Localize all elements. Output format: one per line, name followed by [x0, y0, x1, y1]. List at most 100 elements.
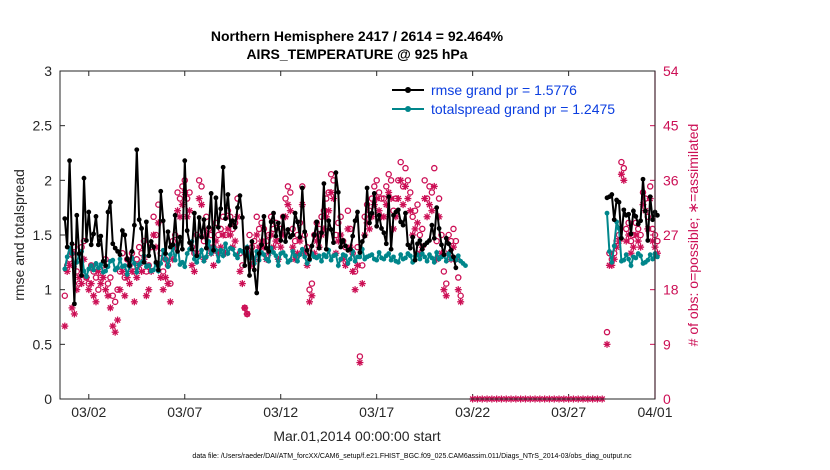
rmse-line [63, 149, 457, 304]
rmse-marker [247, 273, 252, 278]
y-axis-label-left: rmse and totalspread [11, 169, 27, 301]
spread-marker [398, 252, 404, 258]
rmse-marker [71, 301, 77, 307]
obs-possible-marker [380, 195, 388, 202]
spread-marker [201, 258, 207, 264]
spread-marker [328, 257, 334, 263]
obs-assimilated-marker [121, 292, 129, 300]
rmse-marker [220, 164, 226, 170]
spread-marker [403, 255, 408, 261]
obs-assimilated-marker [188, 261, 196, 269]
obs-possible-marker [620, 164, 628, 172]
rmse-marker [131, 222, 137, 228]
spread-marker [83, 274, 89, 279]
rmse-marker [371, 191, 377, 196]
spread-marker [645, 257, 651, 263]
obs-possible-marker [61, 292, 69, 299]
obs-assimilated-marker [243, 310, 251, 318]
rmse-marker [283, 239, 288, 244]
spread-marker [443, 258, 449, 264]
rmse-marker [626, 211, 632, 217]
obs-possible-marker [404, 177, 412, 184]
rmse-marker [407, 245, 413, 251]
spread-marker [388, 257, 394, 263]
obs-possible-marker [371, 183, 378, 190]
rmse-marker [268, 219, 274, 225]
spread-marker [287, 257, 293, 263]
rmse-marker [81, 175, 87, 181]
rmse-marker [199, 234, 204, 240]
obs-possible-marker [433, 237, 440, 245]
obs-assimilated-marker [344, 225, 352, 233]
obs-assimilated-marker [404, 195, 412, 203]
spread-marker [633, 255, 639, 261]
rmse-marker [182, 158, 188, 164]
spread-marker [223, 241, 228, 247]
obs-possible-marker [402, 164, 409, 172]
rmse-marker [134, 147, 140, 153]
obs-assimilated-marker [238, 280, 246, 288]
rmse-marker [419, 246, 425, 252]
spread-marker [338, 256, 344, 262]
rmse-marker [340, 238, 346, 243]
obs-possible-marker [603, 328, 611, 336]
rmse-marker [177, 234, 183, 240]
obs-assimilated-marker [428, 207, 436, 215]
obs-assimilated-marker [236, 267, 244, 275]
rmse-marker [398, 219, 404, 225]
spread-marker [273, 253, 279, 259]
rmse-marker [235, 205, 240, 211]
obs-assimilated-marker [190, 267, 198, 275]
spread-marker [103, 268, 108, 274]
obs-possible-marker [174, 189, 181, 196]
obs-assimilated-marker [106, 304, 114, 312]
rmse-marker [141, 259, 147, 265]
rmse-marker [427, 238, 432, 243]
rmse-marker [88, 242, 94, 248]
obs-possible-marker [431, 164, 438, 172]
obs-assimilated-marker [116, 286, 124, 294]
obs-possible-marker [383, 183, 390, 190]
spread-line [606, 213, 659, 269]
obs-possible-marker [445, 231, 452, 239]
obs-possible-marker [438, 231, 445, 239]
rmse-marker [230, 218, 236, 224]
obs-possible-marker [111, 298, 119, 306]
obs-assimilated-marker [210, 261, 218, 269]
rmse-marker [249, 239, 255, 244]
spread-marker [333, 252, 339, 258]
x-tick-label: 03/12 [263, 404, 298, 420]
spread-marker [299, 246, 305, 252]
obs-possible-marker [327, 171, 335, 178]
obs-assimilated-marker [397, 176, 405, 184]
rmse-marker [175, 249, 180, 254]
rmse-marker [338, 244, 344, 250]
obs-possible-marker [176, 195, 184, 202]
obs-assimilated-marker [629, 243, 637, 251]
obs-assimilated-marker [406, 207, 414, 215]
x-axis-label: Mar.01,2014 00:00:00 start [273, 428, 440, 444]
spread-marker [122, 263, 128, 269]
spread-marker [131, 261, 137, 266]
rmse-marker [367, 220, 372, 226]
rmse-marker [335, 189, 341, 195]
rmse-marker [403, 210, 408, 216]
spread-marker [621, 257, 627, 263]
spread-marker [626, 256, 632, 262]
rmse-marker [189, 246, 195, 252]
spread-marker [235, 255, 240, 261]
obs-possible-marker [435, 195, 443, 202]
rmse-marker [218, 206, 224, 212]
rmse-marker [237, 193, 243, 199]
rmse-marker [122, 232, 128, 238]
spread-marker [124, 271, 130, 277]
obs-possible-marker [428, 189, 436, 196]
obs-possible-marker [416, 231, 424, 239]
y-tick-label-right: 0 [663, 391, 671, 407]
y-tick-label-left: 1 [44, 282, 52, 298]
rmse-marker [153, 259, 159, 265]
obs-assimilated-marker [394, 195, 402, 203]
obs-assimilated-marker [401, 182, 409, 190]
obs-assimilated-marker [162, 274, 170, 282]
rmse-marker [295, 219, 300, 225]
